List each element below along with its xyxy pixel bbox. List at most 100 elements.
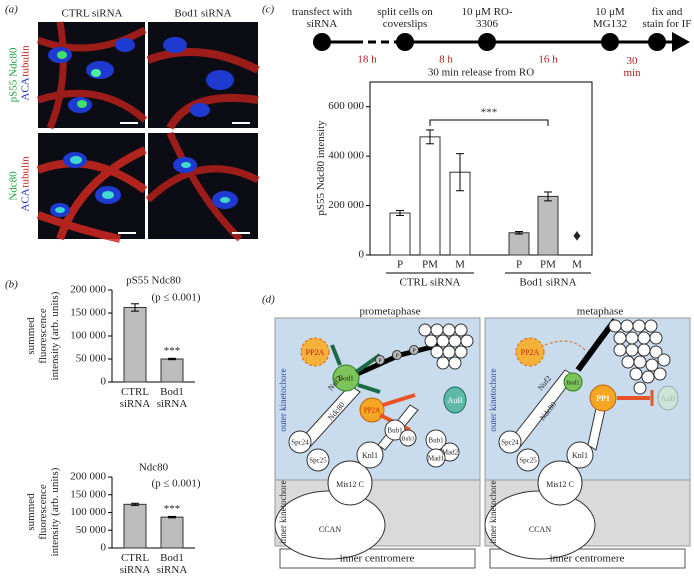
diagram-label: Spc24 (291, 439, 309, 447)
bar (389, 212, 411, 256)
plot-frame (369, 81, 593, 256)
diagram-left (274, 317, 481, 569)
timeline-step: transfect with siRNA (291, 6, 353, 30)
p-value: (p ≤ 0.001) (151, 292, 200, 304)
phospho-site (375, 345, 419, 365)
y-tick-label: 0 (101, 542, 107, 554)
chart-title: Ndc80 (139, 462, 169, 474)
diagram-label: AuB (660, 394, 675, 403)
x-tick-label: P (516, 259, 522, 271)
y-tick-label: 100 000 (70, 330, 106, 342)
micrograph (36, 133, 148, 243)
row-label: ACA (20, 188, 32, 211)
y-tick-label: 200 000 (70, 284, 106, 296)
diagram-right (484, 317, 691, 569)
bar (419, 136, 441, 256)
x-tick-label: CTRL siRNA (119, 386, 151, 410)
x-tick-label: Bod1 siRNA (156, 386, 188, 410)
significance: *** (164, 345, 181, 357)
timeline (313, 32, 690, 52)
duration-label: 30 min (623, 55, 641, 79)
diagram-label: Bod1 (566, 380, 579, 386)
panel-label: (d) (262, 294, 275, 306)
significance: *** (164, 503, 181, 515)
diagram-label: Spc24 (501, 439, 519, 447)
column-label: Bod1 siRNA (174, 8, 231, 20)
duration-label: 16 h (538, 54, 558, 66)
significance-bracket (429, 119, 549, 126)
group-label: Bod1 siRNA (519, 277, 576, 289)
y-tick-label: 100 000 (70, 506, 106, 518)
group-label: CTRL siRNA (399, 277, 460, 289)
duration-label: 18 h (357, 54, 377, 66)
diagram-label: PP1 (596, 394, 610, 403)
duration-label: 8 h (439, 54, 453, 66)
x-tick-label: PM (422, 259, 438, 271)
p-value: (p ≤ 0.001) (151, 478, 200, 490)
row-label: tubulin (20, 45, 32, 77)
chart-title: pS55 Ndc80 (126, 275, 181, 287)
diagram-label: Mis12 C (336, 480, 364, 489)
timeline-step: 10 μM MG132 (592, 6, 628, 30)
column-label: CTRL siRNA (61, 8, 122, 20)
row-label: Ndc80 (8, 171, 20, 201)
y-tick-label: 600 000 (328, 100, 364, 112)
x-tick-label: P (397, 259, 403, 271)
x-tick-label: PM (540, 259, 556, 271)
y-axis-label: pS55 Ndc80 intensity (315, 120, 327, 216)
diagram-label: Mis12 C (546, 480, 574, 489)
region-label: inner centromere (550, 553, 625, 565)
micrograph (145, 131, 260, 242)
chart-title: 30 min release from RO (428, 67, 534, 79)
region-label: outer kinetochore (278, 368, 288, 431)
y-tick-label: 200 000 (70, 471, 106, 483)
micrograph (146, 22, 260, 131)
x-tick-label: M (455, 259, 465, 271)
y-tick-label: 0 (359, 249, 365, 261)
diagram-title: prometaphase (359, 306, 420, 318)
diagram-label: Bub3 (401, 436, 414, 442)
diagram-label: Bub1 (387, 427, 403, 435)
panel-label: (c) (262, 4, 275, 16)
y-tick-label: 150 000 (70, 307, 106, 319)
timeline-step: 10 μM RO-3306 (461, 6, 513, 30)
y-axis-label: summed fluorescence intensity (arb. unit… (25, 467, 61, 557)
phospho-label: P (378, 358, 382, 364)
phospho-label: P (412, 348, 416, 354)
row-label: ACA (20, 77, 32, 100)
bar (508, 232, 530, 256)
bar (160, 358, 184, 383)
timeline-step: fix and stain for IF (642, 6, 692, 30)
diagram-label: AuB (447, 396, 462, 405)
region-label: inner centromere (340, 553, 415, 565)
missing-marker: ♦ (573, 228, 581, 245)
micrograph (36, 21, 148, 130)
x-tick-label: Bod1 siRNA (156, 552, 188, 576)
bar (160, 516, 184, 549)
panel-label: (a) (5, 4, 18, 16)
diagram-label: CCAN (529, 525, 551, 534)
bar (123, 306, 147, 383)
y-tick-label: 400 000 (328, 150, 364, 162)
diagram-label: Knl1 (572, 451, 588, 460)
diagram-title: metaphase (577, 306, 624, 318)
bar (537, 195, 559, 256)
diagram-label: CCAN (319, 525, 341, 534)
diagram-label: Knl1 (362, 451, 378, 460)
row-label: tubulin (20, 156, 32, 188)
diagram-label: Bub1 (428, 437, 444, 445)
y-axis-label: summed fluorescence intensity (arb. unit… (25, 291, 61, 381)
x-tick-label: M (572, 259, 582, 271)
diagram-label: PP2A (364, 407, 380, 415)
row-label: pS55 Ndc80 (8, 47, 20, 102)
diagram-label: Mad1 (428, 455, 445, 463)
bar (123, 503, 147, 549)
y-tick-label: 50 000 (76, 353, 107, 365)
y-tick-label: 200 000 (328, 199, 364, 211)
y-tick-label: 0 (101, 376, 107, 388)
significance: *** (481, 107, 498, 119)
y-tick-label: 50 000 (76, 524, 107, 536)
diagram-label: Spc25 (519, 457, 537, 465)
